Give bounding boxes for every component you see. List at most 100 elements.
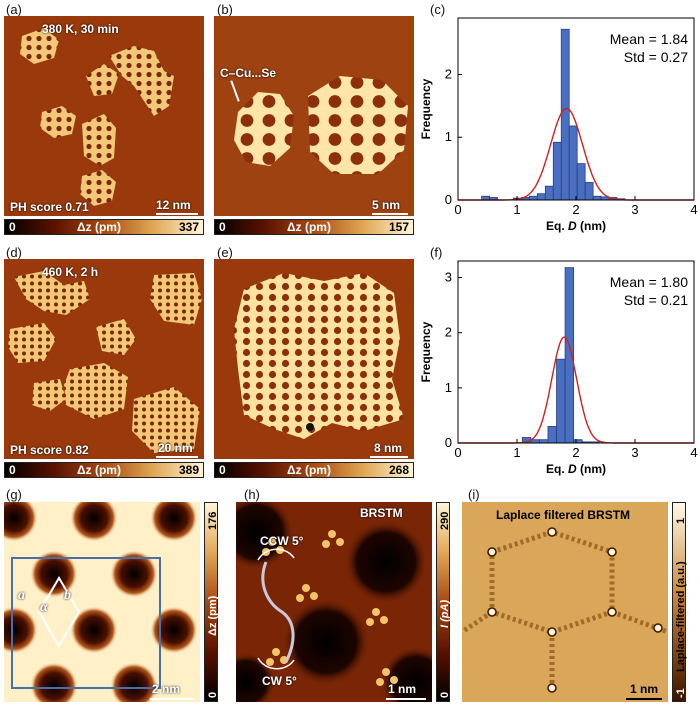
panel-g-lattice-alpha: α xyxy=(40,600,48,615)
panel-c-bar-7 xyxy=(552,141,562,201)
panel-c-bar-8 xyxy=(560,28,570,201)
panel-h-cbar-min: 0 xyxy=(439,691,451,698)
panel-c-bar-6 xyxy=(544,185,554,201)
panel-h-cw-label: CW 5° xyxy=(262,674,297,688)
panel-d-scale-label: 20 nm xyxy=(158,441,193,455)
panel-h-cbar-max: 290 xyxy=(439,511,451,530)
panel-b-cbar-max: 157 xyxy=(388,220,409,234)
panel-d-image: 460 K, 2 h PH score 0.82 20 nm xyxy=(4,259,204,459)
panel-b-image: C–Cu...Se 5 nm xyxy=(214,16,414,216)
panel-d-scale-bar xyxy=(156,456,198,458)
panel-g-unit-box xyxy=(11,557,161,689)
panel-e-scale-bar xyxy=(370,456,408,458)
panel-c-xtick-3: 3 xyxy=(631,202,638,217)
panel-f-xtick-4: 4 xyxy=(690,445,697,460)
panel-c-std-label: Std = 0.27 xyxy=(624,49,688,65)
panel-c-xlabel: Eq. D (nm) xyxy=(546,219,606,233)
panel-c-xtick-0: 0 xyxy=(454,202,461,217)
panel-c-ylabel: Frequency xyxy=(419,78,433,139)
panel-i-colorbar xyxy=(672,502,686,702)
panel-d-cbar-max: 389 xyxy=(178,463,199,477)
panel-f-ytick-0: 0 xyxy=(445,435,452,450)
panel-c-bar-4 xyxy=(528,195,538,201)
panel-c-xtick-2: 2 xyxy=(572,202,579,217)
panel-f-bar-4 xyxy=(556,358,566,444)
panel-h-molecule xyxy=(261,561,295,663)
panel-h-ccw-arrow xyxy=(257,548,295,561)
panel-f-bar-3 xyxy=(547,426,557,444)
panel-i-network xyxy=(462,527,668,693)
panel-h-title: BRSTM xyxy=(360,506,403,520)
panel-f-letter: (f) xyxy=(430,245,443,260)
panel-c-xtick-1: 1 xyxy=(513,202,520,217)
panel-e-cbar-min: 0 xyxy=(219,463,226,477)
panel-b-scale-bar xyxy=(372,213,408,215)
panel-c-ytick-2: 2 xyxy=(445,66,452,81)
panel-g-cbar-min: 0 xyxy=(207,691,219,698)
panel-e-cbar-label: Δz (pm) xyxy=(287,463,331,477)
panel-b-cbar-label: Δz (pm) xyxy=(287,220,331,234)
panel-g-scale-bar xyxy=(150,698,194,700)
panel-a-image: 380 K, 30 min PH score 0.71 12 nm xyxy=(4,16,204,216)
panel-h-colorbar xyxy=(436,502,450,702)
panel-a-scale-bar xyxy=(156,213,198,215)
panel-a-cbar-min: 0 xyxy=(9,220,16,234)
panel-f-ylabel: Frequency xyxy=(419,321,433,382)
panel-d-colorbar: 0 Δz (pm) 389 xyxy=(4,462,204,478)
panel-b-scale-label: 5 nm xyxy=(372,198,401,212)
panel-g-cbar-max: 176 xyxy=(207,511,219,530)
panel-h-ccw-label: CCW 5° xyxy=(260,534,304,548)
panel-h-cw-arrow xyxy=(257,657,295,670)
panel-g-lattice xyxy=(4,502,198,702)
panel-a-scale-label: 12 nm xyxy=(156,198,191,212)
panel-g-image: a α b 2 nm xyxy=(4,502,200,702)
panel-g-lattice-a: a xyxy=(18,588,25,603)
panel-b-islands xyxy=(234,76,408,174)
panel-h-image: BRSTM CCW 5° CW 5° 1 nm xyxy=(236,502,432,702)
panel-i-title: Laplace filtered BRSTM xyxy=(496,508,631,522)
panel-f-ytick-3: 3 xyxy=(445,270,452,285)
panel-c-bar-11 xyxy=(584,182,594,201)
panel-c-mean-label: Mean = 1.84 xyxy=(610,31,688,47)
panel-i-cbar-label: Laplace-filtered (a.u.) xyxy=(675,561,687,672)
panel-f-xtick-2: 2 xyxy=(572,445,579,460)
panel-g-cbar-label: Δz (pm) xyxy=(207,595,219,636)
panel-e-colorbar: 0 Δz (pm) 268 xyxy=(214,462,414,478)
panel-f-xtick-3: 3 xyxy=(631,445,638,460)
panel-b-bond-label: C–Cu...Se xyxy=(220,66,277,80)
panel-e-letter: (e) xyxy=(217,245,233,260)
panel-b-colorbar: 0 Δz (pm) 157 xyxy=(214,219,414,235)
panel-f-fit-curve xyxy=(458,336,694,444)
panel-f-xlabel: Eq. D (nm) xyxy=(546,462,606,476)
panel-f-mean-label: Mean = 1.80 xyxy=(610,274,688,290)
panel-g-lattice-b: b xyxy=(64,588,71,603)
panel-f-histogram: 0 1 2 3 4 0 1 2 3 Eq. D (nm) Frequency Mean = 1.80 S… xyxy=(419,260,698,476)
panel-a-colorbar: 0 Δz (pm) 337 xyxy=(4,219,204,235)
panel-c-histogram: 0 1 2 3 4 0 1 2 Eq. D (nm) Frequency Mean = 1.84 St… xyxy=(419,17,698,233)
panel-i-image: Laplace filtered BRSTM 1 nm xyxy=(462,502,668,702)
panel-i-letter: (i) xyxy=(468,487,480,502)
panel-i-scale-bar xyxy=(626,698,662,700)
panel-c-bar-10 xyxy=(576,163,586,201)
panel-g-unit-cell xyxy=(37,576,81,648)
panel-e-scale-label: 8 nm xyxy=(374,441,403,455)
panel-g-scale-label: 2 nm xyxy=(152,682,181,696)
panel-i-cbar-min: -1 xyxy=(675,688,687,698)
panel-h-scale-label: 1 nm xyxy=(388,682,417,696)
panel-c-xtick-4: 4 xyxy=(690,202,697,217)
panel-e-image: 8 nm xyxy=(214,259,414,459)
panel-d-cbar-min: 0 xyxy=(9,463,16,477)
panel-a-cbar-label: Δz (pm) xyxy=(77,220,121,234)
panel-h-cbar-label: I (pA) xyxy=(439,599,451,628)
panel-c-bar-12 xyxy=(592,195,602,201)
panel-d-letter: (d) xyxy=(6,245,22,260)
panel-b-cbar-min: 0 xyxy=(219,220,226,234)
panel-g-letter: (g) xyxy=(6,487,22,502)
panel-f-xtick-0: 0 xyxy=(454,445,461,460)
panel-f-xtick-1: 1 xyxy=(513,445,520,460)
panel-d-condition: 460 K, 2 h xyxy=(42,265,99,279)
panel-c-ytick-1: 1 xyxy=(445,129,452,144)
panel-a-ph-score: PH score 0.71 xyxy=(10,200,89,214)
panel-f-ytick-2: 2 xyxy=(445,325,452,340)
panel-c-bar-5 xyxy=(536,193,546,201)
